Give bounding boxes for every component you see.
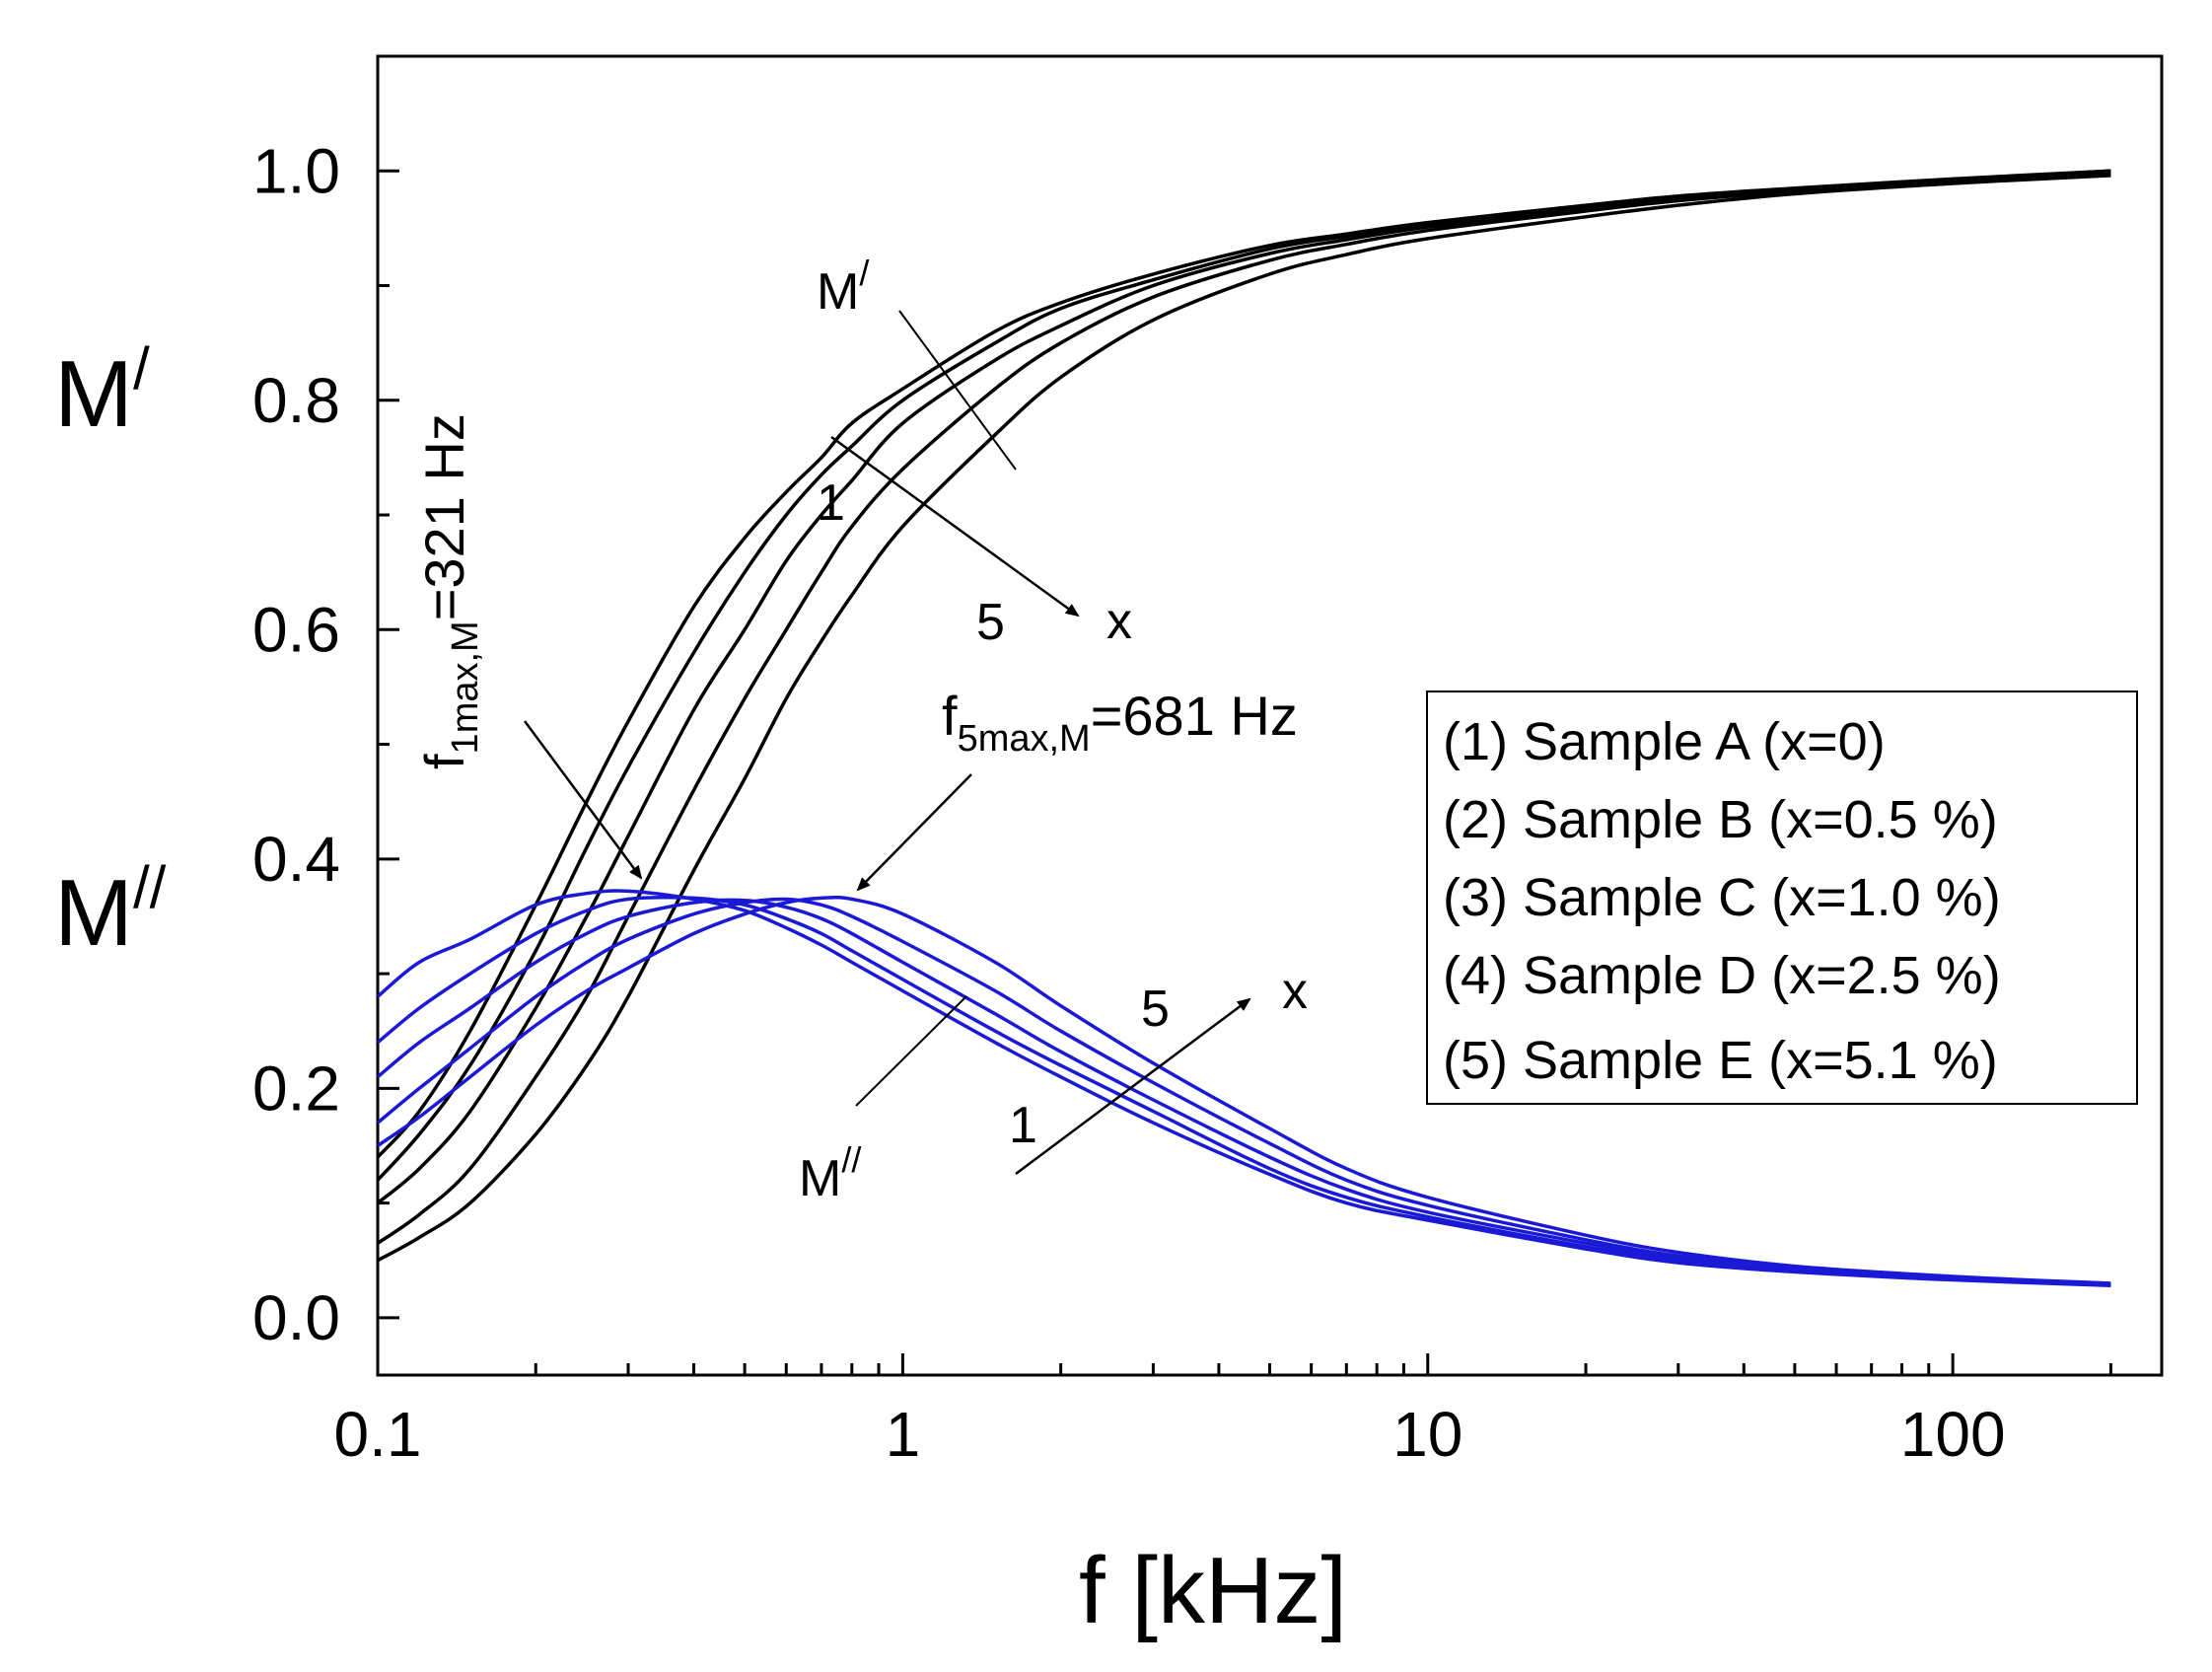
y-tick-label: 0.6	[252, 594, 340, 665]
curves	[376, 169, 2111, 1288]
annotation-top-5: 5	[976, 594, 1005, 651]
annotation-f1max: f1max,M=321 Hz	[413, 413, 486, 769]
mdouble-series-4	[376, 897, 2111, 1286]
legend-entry-5: (5) Sample E (x=5.1 %)	[1443, 1031, 1998, 1090]
y-axis-title-mprime-mark: /	[133, 335, 150, 401]
legend: (1) Sample A (x=0) (2) Sample B (x=0.5 %…	[1426, 691, 2138, 1105]
y-axis-ticks: 0.0 0.2 0.4 0.6 0.8 1.0	[252, 135, 399, 1353]
annotation-bottom-1: 1	[1009, 1097, 1037, 1154]
annotation-top-x: x	[1106, 593, 1132, 650]
y-tick-label: 0.4	[252, 824, 340, 895]
mprime-series-5	[377, 174, 2111, 1263]
y-axis-title-mprime: M/	[54, 335, 150, 447]
x-tick-label: 0.1	[334, 1399, 422, 1470]
annotation-bottom-5: 5	[1141, 981, 1170, 1038]
x-axis-ticks: 0.1 1 10 100	[334, 1353, 2112, 1470]
legend-entry-3: (3) Sample C (x=1.0 %)	[1443, 868, 2001, 927]
annotation-mprime-pointer	[898, 310, 1017, 471]
mprime-series-4	[377, 172, 2111, 1245]
annotation-f5max-base: f	[942, 685, 958, 747]
annotation-f5max-sub: 5max,M	[958, 718, 1091, 760]
mprime-series-3	[376, 171, 2111, 1204]
legend-entry-2: (2) Sample B (x=0.5 %)	[1443, 790, 1998, 849]
y-axis-title-mdouble-mark: //	[133, 854, 167, 920]
annotation-top-1: 1	[817, 474, 845, 532]
legend-box	[1426, 691, 2138, 1105]
annotation-f1max-base: f	[413, 754, 475, 769]
y-tick-label: 0.8	[252, 365, 340, 436]
annotation-mdouble-pointer	[855, 995, 967, 1107]
annotation-mprime: M/	[817, 253, 869, 321]
legend-entry-4: (4) Sample D (x=2.5 %)	[1443, 946, 2001, 1005]
annotation-f5max-value: =681 Hz	[1091, 685, 1298, 747]
y-axis-title-mdouble: M//	[54, 854, 167, 966]
mdouble-series-2	[376, 896, 2111, 1286]
y-tick-label: 0.2	[252, 1053, 340, 1124]
annotation-bottom-arrow	[1015, 997, 1251, 1176]
annotation-f1max-value: =321 Hz	[413, 413, 475, 620]
annotation-f1max-arrow	[523, 720, 643, 880]
legend-entry-1: (1) Sample A (x=0)	[1443, 712, 1886, 771]
annotation-mprime-mark: /	[859, 253, 869, 293]
mdouble-series-1	[376, 889, 2111, 1288]
x-tick-label: 10	[1392, 1399, 1463, 1470]
annotation-mprime-base: M	[817, 263, 859, 321]
annotation-mdouble-mark: //	[841, 1139, 861, 1180]
annotation-f5max-arrow	[856, 773, 972, 892]
x-tick-label: 100	[1900, 1399, 2006, 1470]
y-tick-label: 1.0	[252, 135, 340, 206]
y-axis-title-mprime-base: M	[54, 341, 133, 447]
y-axis-title-mdouble-base: M	[54, 860, 133, 966]
x-axis-title: f [kHz]	[1079, 1538, 1347, 1643]
annotation-f5max: f5max,M=681 Hz	[942, 685, 1298, 760]
mdouble-series-5	[376, 895, 2111, 1285]
annotation-mdouble: M//	[799, 1139, 861, 1207]
annotation-top-arrow	[830, 435, 1080, 618]
annotation-mdouble-base: M	[799, 1150, 841, 1207]
y-tick-label: 0.0	[252, 1282, 340, 1353]
x-tick-label: 1	[886, 1399, 921, 1470]
annotation-bottom-x: x	[1282, 963, 1308, 1020]
annotation-f1max-sub: 1max,M	[445, 620, 486, 754]
mdouble-series-3	[376, 898, 2111, 1286]
